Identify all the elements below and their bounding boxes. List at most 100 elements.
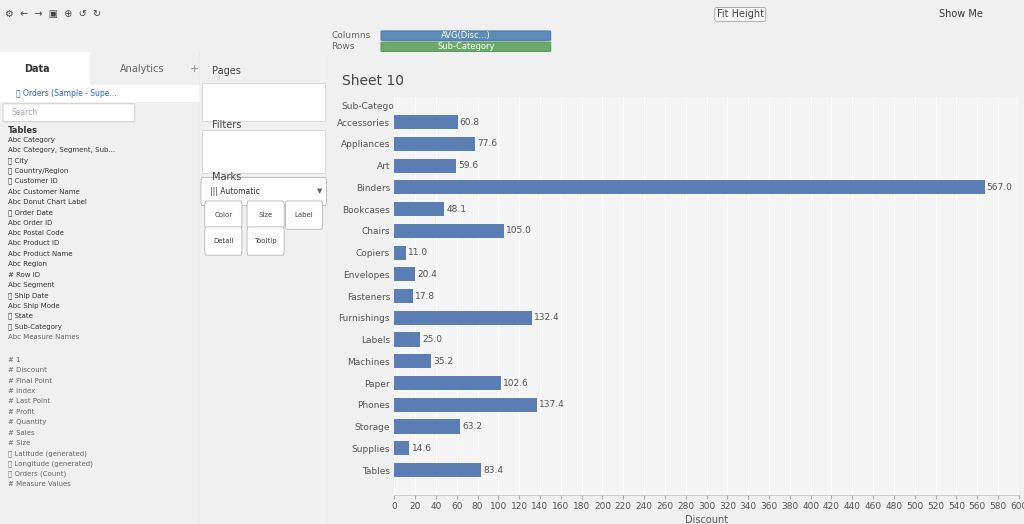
Text: Detail: Detail — [213, 238, 233, 244]
Text: 11.0: 11.0 — [408, 248, 428, 257]
Bar — [394, 180, 984, 194]
Text: 48.1: 48.1 — [446, 204, 466, 214]
FancyBboxPatch shape — [205, 227, 242, 255]
Text: 🌐 Longitude (generated): 🌐 Longitude (generated) — [8, 460, 93, 467]
FancyBboxPatch shape — [3, 104, 135, 122]
Text: 77.6: 77.6 — [477, 139, 498, 148]
Text: Sub-Catego...: Sub-Catego... — [342, 102, 402, 111]
Bar — [394, 463, 481, 477]
Bar — [394, 333, 420, 346]
Text: 🌐 City: 🌐 City — [8, 157, 28, 163]
Text: # Final Point: # Final Point — [8, 378, 52, 384]
Text: # Profit: # Profit — [8, 409, 35, 415]
Bar — [394, 246, 406, 259]
Text: ⚙  ←  →  ▣  ⊕  ↺  ↻: ⚙ ← → ▣ ⊕ ↺ ↻ — [5, 9, 101, 19]
FancyBboxPatch shape — [247, 201, 285, 230]
Text: 17.8: 17.8 — [415, 291, 435, 301]
Text: Abc Category: Abc Category — [8, 137, 55, 143]
Text: # Row ID: # Row ID — [8, 271, 40, 278]
Text: Abc Ship Mode: Abc Ship Mode — [8, 303, 59, 309]
Text: Tooltip: Tooltip — [254, 238, 276, 244]
Bar — [394, 376, 501, 390]
Text: Marks: Marks — [213, 172, 242, 182]
Bar — [394, 224, 504, 238]
Text: 105.0: 105.0 — [506, 226, 531, 235]
Bar — [394, 398, 538, 412]
Text: 🌐 Latitude (generated): 🌐 Latitude (generated) — [8, 450, 87, 456]
Text: 🌐 Customer ID: 🌐 Customer ID — [8, 178, 57, 184]
Bar — [394, 441, 410, 455]
FancyBboxPatch shape — [381, 31, 551, 40]
Text: ||| Automatic: ||| Automatic — [210, 187, 260, 196]
FancyBboxPatch shape — [203, 83, 326, 121]
Bar — [394, 137, 475, 151]
Bar — [394, 159, 457, 173]
Bar — [394, 267, 416, 281]
Bar — [394, 115, 458, 129]
Text: 🌐 Sub-Category: 🌐 Sub-Category — [8, 323, 61, 330]
FancyBboxPatch shape — [247, 227, 285, 255]
Text: # Index: # Index — [8, 388, 35, 394]
FancyBboxPatch shape — [286, 201, 323, 230]
Bar — [394, 354, 431, 368]
Bar — [0, 85, 200, 102]
Text: Filters: Filters — [213, 121, 242, 130]
Text: Abc Category, Segment, Sub...: Abc Category, Segment, Sub... — [8, 147, 115, 153]
Text: 132.4: 132.4 — [535, 313, 560, 322]
Text: # Quantity: # Quantity — [8, 419, 46, 425]
Text: 14.6: 14.6 — [412, 444, 431, 453]
Text: Abc Segment: Abc Segment — [8, 282, 54, 288]
Text: # 1: # 1 — [8, 357, 20, 363]
Text: 137.4: 137.4 — [540, 400, 565, 409]
Text: 567.0: 567.0 — [986, 183, 1013, 192]
Text: 83.4: 83.4 — [483, 465, 503, 475]
Text: 25.0: 25.0 — [422, 335, 442, 344]
Text: 🌐 State: 🌐 State — [8, 313, 33, 319]
Text: Abc Customer Name: Abc Customer Name — [8, 189, 80, 194]
Text: Color: Color — [214, 212, 232, 218]
Text: 🌐 Orders (Count): 🌐 Orders (Count) — [8, 471, 67, 477]
Bar — [0, 52, 90, 85]
Text: Abc Product ID: Abc Product ID — [8, 241, 59, 246]
Text: ▼: ▼ — [317, 189, 323, 194]
Text: # Sales: # Sales — [8, 430, 35, 435]
Text: # Last Point: # Last Point — [8, 398, 50, 405]
X-axis label: Discount: Discount — [685, 515, 728, 524]
Text: Label: Label — [295, 212, 313, 218]
Text: Analytics: Analytics — [120, 64, 164, 74]
Text: 60.8: 60.8 — [460, 117, 479, 127]
Text: +: + — [189, 64, 199, 74]
Text: Abc Product Name: Abc Product Name — [8, 251, 73, 257]
Bar — [394, 202, 444, 216]
Text: # Measure Values: # Measure Values — [8, 482, 71, 487]
FancyBboxPatch shape — [381, 42, 551, 51]
Text: AVG(Disc...): AVG(Disc...) — [441, 31, 490, 40]
Text: Abc Measure Names: Abc Measure Names — [8, 334, 79, 340]
Text: Sheet 10: Sheet 10 — [342, 74, 403, 88]
Text: # Size: # Size — [8, 440, 31, 446]
Bar — [394, 419, 460, 433]
Bar — [394, 311, 532, 325]
FancyBboxPatch shape — [205, 201, 242, 230]
Text: Abc Region: Abc Region — [8, 261, 47, 267]
Text: 20.4: 20.4 — [418, 270, 437, 279]
Text: Fit Height: Fit Height — [717, 9, 764, 19]
Text: 🌐 Country/Region: 🌐 Country/Region — [8, 168, 69, 174]
Text: Rows: Rows — [332, 42, 355, 51]
Text: Pages: Pages — [213, 66, 242, 77]
Text: Show Me: Show Me — [939, 9, 983, 19]
Bar — [394, 289, 413, 303]
Text: 📋 Orders (Sample - Supe...: 📋 Orders (Sample - Supe... — [16, 90, 117, 99]
Text: Data: Data — [24, 64, 49, 74]
Text: Columns: Columns — [332, 31, 371, 40]
Text: 63.2: 63.2 — [462, 422, 482, 431]
FancyBboxPatch shape — [203, 130, 326, 173]
Text: 102.6: 102.6 — [503, 378, 528, 388]
Text: Abc Order ID: Abc Order ID — [8, 220, 52, 226]
Text: Abc Donut Chart Label: Abc Donut Chart Label — [8, 199, 87, 205]
Text: # Discount: # Discount — [8, 367, 47, 373]
Text: Abc Postal Code: Abc Postal Code — [8, 230, 63, 236]
Text: 35.2: 35.2 — [433, 357, 453, 366]
Text: 📅 Ship Date: 📅 Ship Date — [8, 292, 48, 299]
Text: 59.6: 59.6 — [459, 161, 478, 170]
